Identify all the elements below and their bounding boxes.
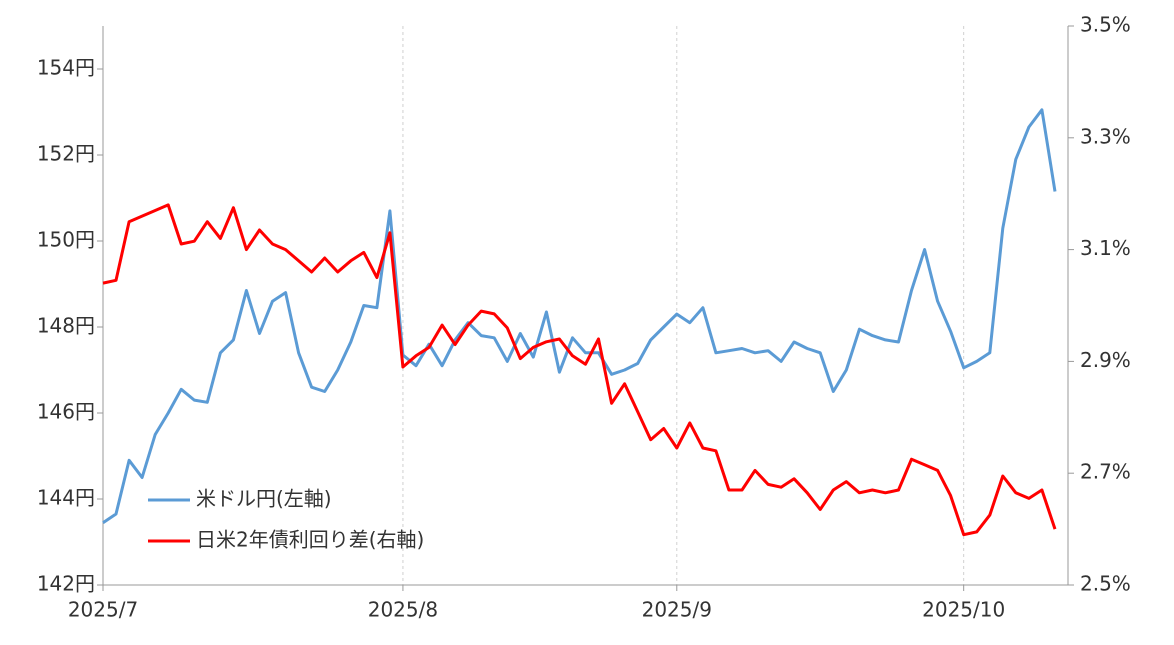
series-line <box>102 108 1057 524</box>
y2-tick-label: 2.5% <box>1080 572 1131 596</box>
x-tick-label: 2025/8 <box>368 598 438 622</box>
y2-tick-label: 3.1% <box>1080 236 1131 260</box>
y-tick-label: 154円 <box>37 56 95 80</box>
x-tick-label: 2025/9 <box>642 598 712 622</box>
y-tick-label: 152円 <box>37 142 95 166</box>
y2-tick-label: 2.7% <box>1080 460 1131 484</box>
y-tick-label: 144円 <box>37 486 95 510</box>
y2-tick-label: 3.3% <box>1080 124 1131 148</box>
y-tick-label: 142円 <box>37 572 95 596</box>
y2-tick-label: 3.5% <box>1080 13 1131 37</box>
y-tick-label: 150円 <box>37 228 95 252</box>
y2-tick-label: 2.9% <box>1080 348 1131 372</box>
series-line <box>102 203 1057 537</box>
legend-label: 米ドル円(左軸) <box>196 487 332 511</box>
y-tick-label: 146円 <box>37 400 95 424</box>
legend-label: 日米2年債利回り差(右軸) <box>196 528 424 552</box>
y-tick-label: 148円 <box>37 314 95 338</box>
x-tick-label: 2025/7 <box>68 598 138 622</box>
x-tick-label: 2025/10 <box>922 598 1005 622</box>
